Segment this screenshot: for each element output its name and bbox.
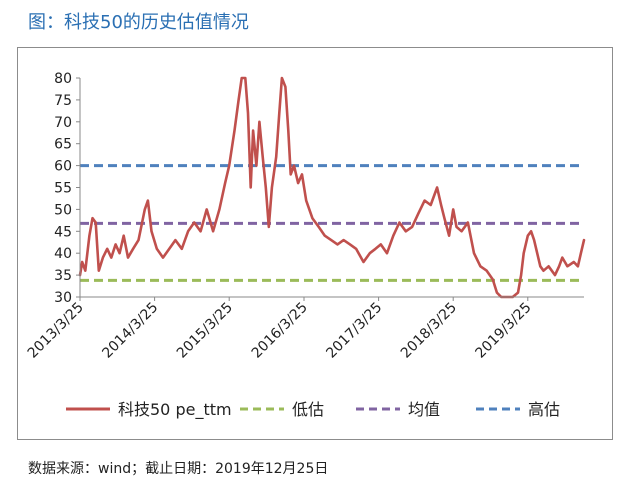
y-tick-label: 55: [54, 181, 72, 197]
figure-title: 图：科技50的历史估值情况: [28, 12, 249, 33]
legend-item-low: 低估: [240, 400, 324, 419]
source-value: wind: [98, 461, 132, 477]
source-label: 数据来源：: [28, 461, 98, 477]
y-tick-label: 75: [54, 93, 72, 109]
legend-label-low: 低估: [292, 400, 324, 419]
legend-item-pe-ttm: 科技50 pe_ttm: [66, 400, 232, 420]
y-tick-label: 40: [54, 246, 72, 262]
legend-label-high: 高估: [528, 400, 560, 419]
footer-separator: ；: [131, 461, 146, 477]
y-tick-label: 60: [54, 159, 72, 175]
cutoff-label: 截止日期：: [145, 461, 216, 477]
y-tick-label: 30: [54, 290, 72, 306]
y-tick-label: 50: [54, 202, 72, 218]
chart-frame: 30 35 40 45 50 55 60 65 70 75 80 2013/3/25 2014/3/2…: [17, 47, 613, 440]
x-tick-label: 2014/3/25: [99, 300, 161, 362]
y-tick-label: 65: [54, 137, 72, 153]
legend-label-mean: 均值: [408, 400, 440, 419]
y-tick-label: 45: [54, 224, 72, 240]
pe-valuation-chart: 30 35 40 45 50 55 60 65 70 75 80 2013/3/25 2014/3/2…: [25, 71, 586, 420]
source-footer: 数据来源：wind；截止日期：2019年12月25日: [28, 458, 328, 478]
pe-ttm-series-line: [78, 76, 586, 299]
x-tick-label: 2016/3/25: [249, 300, 311, 362]
x-tick-label: 2015/3/25: [174, 300, 236, 362]
cutoff-value: 2019年12月25日: [215, 461, 329, 477]
y-tick-label: 35: [54, 268, 72, 284]
x-tick-label: 2018/3/25: [398, 300, 460, 362]
legend-label-pe-ttm: 科技50 pe_ttm: [118, 400, 232, 420]
x-tick-label: 2019/3/25: [473, 300, 535, 362]
x-tick-label: 2013/3/25: [25, 300, 87, 362]
y-tick-label: 70: [54, 115, 72, 131]
x-tick-label: 2017/3/25: [323, 300, 385, 362]
legend-item-high: 高估: [476, 400, 560, 419]
y-tick-label: 80: [54, 71, 72, 87]
legend-item-mean: 均值: [356, 400, 440, 419]
